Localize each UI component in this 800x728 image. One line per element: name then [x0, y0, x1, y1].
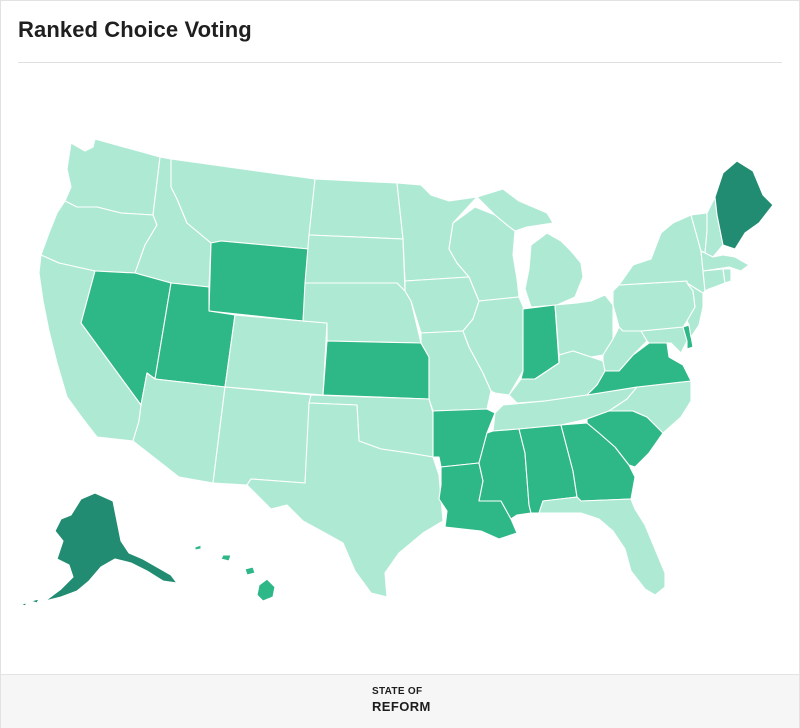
us-map [20, 138, 774, 607]
us-map-container [1, 63, 800, 673]
state-ks[interactable] [322, 340, 430, 400]
state-pa[interactable] [612, 280, 696, 332]
state-ak[interactable] [44, 492, 178, 602]
state-nm[interactable] [212, 386, 312, 486]
state-ma[interactable] [700, 250, 750, 272]
state-wa[interactable] [64, 138, 161, 216]
state-ri[interactable] [722, 268, 732, 284]
state-de[interactable] [682, 324, 694, 350]
state-hi[interactable] [194, 544, 276, 602]
state-nd[interactable] [308, 178, 404, 240]
state-wy[interactable] [208, 240, 310, 322]
brand-top-text: STATE OF [372, 686, 423, 697]
state-nc[interactable] [608, 380, 692, 434]
state-tx[interactable] [246, 402, 444, 598]
state-mi[interactable] [476, 188, 584, 308]
footer: STATE OF REFORM [1, 674, 799, 728]
state-nj[interactable] [686, 282, 704, 338]
brand-bottom-text: REFORM [372, 699, 431, 714]
state-ct[interactable] [702, 268, 726, 292]
state-oh[interactable] [554, 294, 614, 358]
state-az[interactable] [132, 372, 226, 484]
state-ak-islands [20, 598, 40, 607]
title-divider [18, 62, 782, 63]
page-title: Ranked Choice Voting [18, 17, 252, 42]
state-co[interactable] [224, 314, 328, 396]
brand-logo[interactable]: STATE OF REFORM [372, 686, 431, 714]
state-me[interactable] [714, 160, 774, 250]
state-ny[interactable] [618, 214, 706, 294]
state-fl[interactable] [538, 496, 666, 596]
